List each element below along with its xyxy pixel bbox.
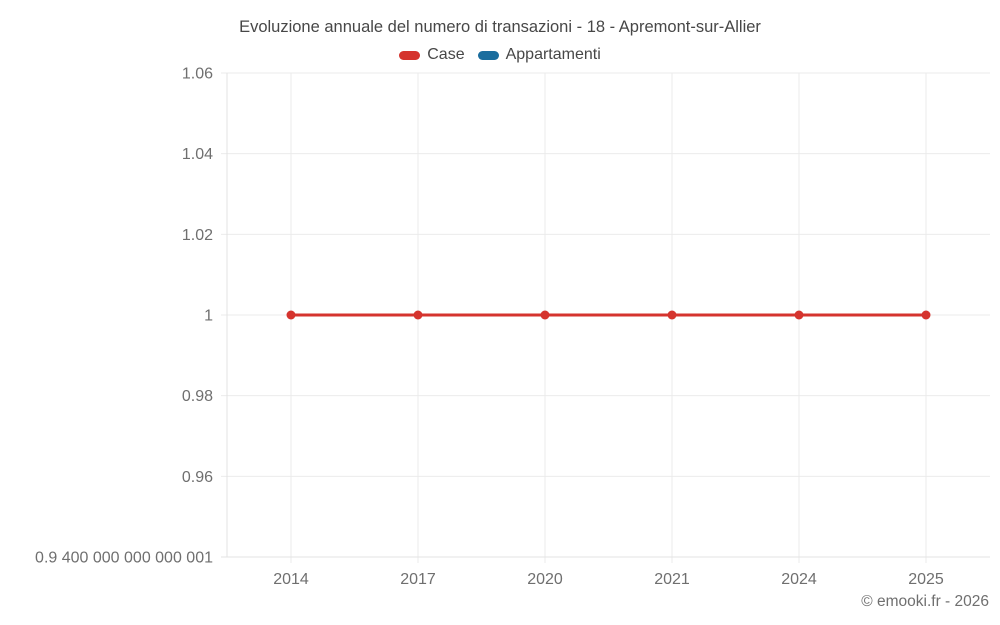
svg-text:2021: 2021 (654, 571, 690, 588)
svg-text:1.04: 1.04 (182, 146, 213, 163)
svg-text:0.98: 0.98 (182, 388, 213, 405)
svg-text:0.96: 0.96 (182, 469, 213, 486)
svg-text:2025: 2025 (908, 571, 944, 588)
svg-text:2014: 2014 (273, 571, 309, 588)
svg-text:1: 1 (204, 308, 213, 325)
legend-label-appartamenti: Appartamenti (505, 46, 601, 63)
legend-item-appartamenti[interactable]: Appartamenti (477, 46, 601, 64)
svg-text:2024: 2024 (781, 571, 817, 588)
chart-legend: Case Appartamenti (0, 46, 1000, 64)
svg-text:2020: 2020 (527, 571, 563, 588)
copyright-notice: © emooki.fr - 2026 (861, 593, 989, 610)
svg-text:1.02: 1.02 (182, 227, 213, 244)
legend-swatch-case-icon (399, 50, 421, 60)
legend-label-case: Case (427, 46, 465, 63)
chart-title: Evoluzione annuale del numero di transaz… (239, 18, 761, 36)
legend-item-case[interactable]: Case (399, 46, 465, 64)
svg-text:2017: 2017 (400, 571, 436, 588)
svg-text:1.06: 1.06 (182, 66, 213, 83)
legend-swatch-appartamenti-icon (477, 50, 499, 60)
svg-text:0.9 400 000 000 000 001: 0.9 400 000 000 000 001 (35, 550, 213, 567)
